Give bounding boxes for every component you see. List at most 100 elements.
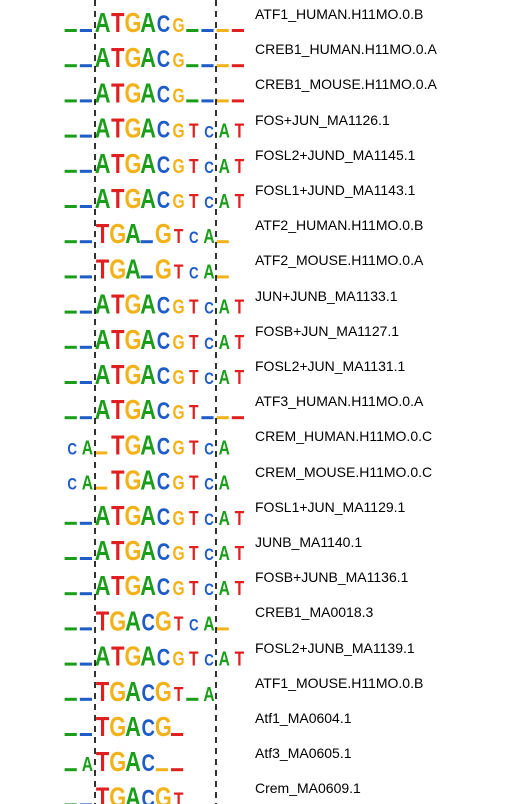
nucleotide-glyph: A: [95, 324, 111, 355]
nucleotide-glyph: C: [204, 440, 214, 459]
nucleotide-glyph: C: [189, 264, 199, 283]
motif-label: ATF1_HUMAN.H11MO.0.B: [255, 6, 424, 22]
nucleotide-glyph: G: [173, 577, 185, 599]
nucleotide-glyph: C: [157, 116, 170, 143]
nucleotide-glyph: T: [235, 542, 245, 564]
low-information-column: [64, 310, 77, 314]
nucleotide-glyph: C: [157, 433, 170, 460]
low-information-column: [201, 416, 214, 420]
nucleotide-glyph: G: [125, 500, 142, 531]
nucleotide-glyph: G: [109, 606, 126, 637]
nucleotide-glyph: G: [125, 43, 142, 74]
nucleotide-glyph: T: [189, 366, 199, 388]
nucleotide-glyph: C: [141, 715, 154, 742]
nucleotide-glyph: G: [173, 49, 185, 71]
nucleotide-glyph: A: [140, 430, 156, 461]
low-information-column: [231, 99, 244, 103]
motif-label: FOSL1+JUND_MA1143.1: [255, 182, 416, 198]
nucleotide-glyph: C: [204, 546, 214, 565]
nucleotide-glyph: A: [219, 542, 230, 564]
nucleotide-glyph: G: [173, 507, 185, 529]
nucleotide-glyph: G: [125, 148, 142, 179]
nucleotide-glyph: G: [155, 711, 172, 742]
nucleotide-glyph: G: [173, 120, 185, 142]
low-information-column: [79, 169, 92, 173]
low-information-column: [186, 99, 199, 103]
nucleotide-glyph: A: [95, 183, 111, 214]
nucleotide-glyph: T: [189, 296, 199, 318]
nucleotide-glyph: C: [157, 328, 170, 355]
nucleotide-glyph: A: [140, 359, 156, 390]
nucleotide-glyph: A: [140, 324, 156, 355]
motif-label: FOSL1+JUN_MA1129.1: [255, 498, 406, 515]
sequence-logo: A T GA C G T C A T: [64, 500, 244, 531]
sequence-logo: T GA C G T C A: [64, 606, 229, 637]
nucleotide-glyph: A: [95, 289, 111, 320]
nucleotide-glyph: G: [155, 254, 172, 285]
nucleotide-glyph: G: [173, 85, 185, 107]
nucleotide-glyph: G: [173, 190, 185, 212]
nucleotide-glyph: C: [204, 510, 214, 529]
low-information-column: [64, 662, 77, 666]
nucleotide-glyph: A: [95, 78, 111, 109]
nucleotide-glyph: A: [203, 225, 214, 247]
nucleotide-glyph: T: [235, 155, 245, 177]
nucleotide-glyph: A: [219, 331, 230, 353]
low-information-column: [64, 697, 77, 701]
nucleotide-glyph: C: [157, 81, 170, 108]
nucleotide-glyph: T: [189, 507, 199, 529]
nucleotide-glyph: T: [235, 577, 245, 599]
nucleotide-glyph: C: [157, 46, 170, 73]
sequence-logo: T GA C G: [64, 711, 184, 743]
nucleotide-glyph: G: [173, 155, 185, 177]
nucleotide-glyph: G: [155, 676, 172, 707]
nucleotide-glyph: C: [204, 299, 214, 318]
nucleotide-glyph: G: [109, 782, 126, 804]
nucleotide-glyph: T: [111, 641, 125, 672]
low-information-column: [171, 768, 184, 772]
sequence-logo: A T GA C G T C A T: [64, 183, 244, 215]
nucleotide-glyph: A: [140, 641, 156, 672]
nucleotide-glyph: T: [189, 542, 199, 564]
motif-label: FOS+JUN_MA1126.1: [255, 111, 390, 128]
nucleotide-glyph: T: [235, 120, 245, 142]
nucleotide-glyph: A: [219, 437, 230, 459]
nucleotide-glyph: T: [189, 472, 199, 494]
motif-label: JUN+JUNB_MA1133.1: [255, 287, 398, 304]
nucleotide-glyph: G: [155, 219, 172, 250]
nucleotide-glyph: A: [140, 500, 156, 531]
low-information-column: [95, 451, 108, 455]
motif-label: ATF2_MOUSE.H11MO.0.A: [255, 252, 424, 269]
nucleotide-glyph: A: [95, 395, 111, 426]
nucleotide-glyph: T: [189, 331, 199, 353]
nucleotide-glyph: C: [204, 370, 214, 389]
sequence-logo: A T GA C: [64, 747, 184, 778]
nucleotide-glyph: C: [67, 440, 77, 459]
nucleotide-glyph: T: [111, 43, 125, 74]
nucleotide-glyph: A: [140, 113, 156, 144]
nucleotide-glyph: T: [189, 401, 199, 423]
low-information-column: [231, 64, 244, 68]
nucleotide-glyph: G: [173, 401, 185, 423]
nucleotide-glyph: T: [174, 683, 184, 705]
nucleotide-glyph: A: [125, 219, 141, 250]
low-information-column: [79, 733, 92, 736]
nucleotide-glyph: A: [219, 507, 230, 529]
motif-label: FOSL2+JUNB_MA1139.1: [255, 639, 415, 656]
nucleotide-glyph: C: [67, 475, 77, 494]
sequence-logo: A T GA C G T: [64, 395, 244, 426]
low-information-column: [64, 99, 77, 103]
low-information-column: [79, 99, 92, 103]
motif-label: Crem_MA0609.1: [255, 780, 361, 797]
nucleotide-glyph: A: [125, 711, 141, 742]
low-information-column: [216, 627, 229, 631]
nucleotide-glyph: G: [173, 296, 185, 318]
sequence-logo: A T GA C G T C A T: [64, 324, 244, 355]
low-information-column: [64, 416, 77, 420]
low-information-column: [79, 557, 92, 560]
nucleotide-glyph: C: [189, 616, 199, 635]
nucleotide-glyph: A: [140, 7, 156, 38]
nucleotide-glyph: G: [109, 711, 126, 742]
sequence-logo: A T GA C G T C A T: [64, 289, 244, 320]
